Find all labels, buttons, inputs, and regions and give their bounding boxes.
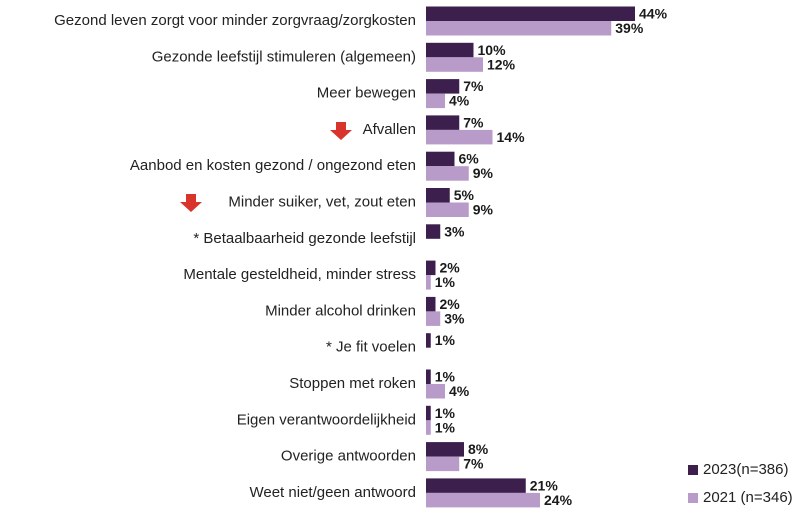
category-label: Gezond leven zorgt voor minder zorgvraag… [54,12,416,29]
value-label: 9% [473,201,494,217]
value-label: 24% [544,492,573,508]
bar [426,6,635,21]
category-label: Stoppen met roken [289,375,416,392]
bar [426,188,450,203]
value-label: 1% [435,332,456,348]
bar [426,420,431,435]
value-label: 8% [468,441,489,457]
category-label: Gezonde leefstijl stimuleren (algemeen) [152,48,416,65]
value-label: 6% [459,151,480,167]
category-label: Weet niet/geen antwoord [249,484,416,501]
value-label: 9% [473,165,494,181]
category-label: Minder alcohol drinken [265,302,416,319]
category-label: * Betaalbaarheid gezonde leefstijl [193,230,416,247]
value-label: 3% [444,223,465,239]
value-label: 1% [435,274,456,290]
legend-label: 2023(n=386) [703,461,789,478]
bar [426,115,460,130]
value-label: 12% [487,56,516,72]
bar [426,369,431,384]
bar [426,57,483,72]
bar [426,384,445,399]
value-label: 5% [454,187,475,203]
bar [426,456,460,472]
bar [426,296,436,312]
value-label: 7% [463,114,484,130]
legend-label: 2021 (n=346) [703,489,793,506]
bar [426,93,445,109]
value-label: 1% [435,405,456,421]
legend-swatch [688,465,698,475]
category-label: Meer bewegen [317,85,416,102]
category-label: Eigen verantwoordelijkheid [237,411,416,428]
value-label: 7% [463,78,484,94]
value-label: 44% [639,5,668,21]
bar [426,79,460,94]
value-label: 2% [440,296,461,312]
category-label: Aanbod en kosten gezond / ongezond eten [130,157,416,174]
bar [426,202,469,217]
legend-swatch [688,493,698,503]
category-label: Afvallen [363,121,416,138]
bar [426,166,469,181]
category-label: Mentale gesteldheid, minder stress [183,266,416,283]
bar [426,42,474,58]
bar [426,333,431,348]
value-label: 1% [435,368,456,384]
value-label: 4% [449,383,470,399]
value-label: 3% [444,310,465,326]
bar [426,224,441,239]
down-arrow [180,194,202,212]
value-label: 14% [497,129,526,145]
value-label: 7% [463,456,484,472]
bar [426,311,441,326]
bar [426,478,526,493]
bar [426,442,464,457]
bar [426,492,540,508]
category-label: Minder suiker, vet, zout eten [228,193,416,210]
value-label: 1% [435,419,456,435]
bar [426,405,431,421]
value-label: 2% [440,260,461,276]
down-arrow [330,122,352,140]
value-label: 21% [530,477,559,493]
bar [426,275,431,290]
value-label: 10% [478,42,507,58]
bar [426,151,455,167]
value-label: 39% [615,20,644,36]
category-label: * Je fit voelen [326,339,416,356]
category-label: Overige antwoorden [281,448,416,465]
bar [426,260,436,276]
bar [426,129,493,145]
bar [426,21,612,36]
value-label: 4% [449,93,470,109]
